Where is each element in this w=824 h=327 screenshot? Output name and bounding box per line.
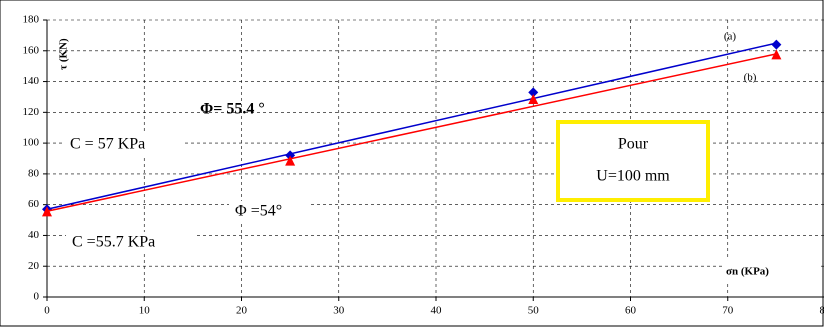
fit-line: [46, 53, 777, 213]
x-tick-label: 10: [139, 305, 151, 317]
x-tick-label: 50: [528, 305, 540, 317]
point: [771, 39, 782, 50]
note-box: [556, 120, 710, 202]
x-tick-label: 80: [820, 305, 824, 317]
y-tick-label: 120: [23, 106, 40, 118]
annotation: C = 57 KPa: [70, 136, 145, 153]
point: [528, 94, 539, 105]
annotation-bg: [64, 134, 182, 156]
point: [285, 155, 296, 166]
annotation: Φ =54°: [235, 203, 282, 220]
y-tick-label: 140: [23, 75, 40, 87]
note-text: Pour: [618, 136, 649, 153]
y-tick-label: 20: [28, 260, 40, 272]
point: [528, 87, 539, 98]
x-axis-label: σn (KPa): [726, 266, 769, 278]
x-tick-label: 20: [236, 305, 248, 317]
y-tick-label: 80: [28, 167, 40, 179]
legend-label: (a): [724, 31, 737, 43]
y-tick-label: 160: [23, 44, 40, 56]
x-tick-label: 70: [722, 305, 734, 317]
fit-line: [46, 42, 777, 211]
y-tick-label: 100: [23, 137, 40, 149]
legend-label: (b): [744, 72, 757, 84]
x-tick-label: 0: [44, 305, 50, 317]
annotation-bg: [229, 201, 309, 223]
note-text: U=100 mm: [596, 168, 670, 185]
x-tick-label: 30: [333, 305, 345, 317]
annotation: C =55.7 KPa: [72, 234, 155, 251]
point: [771, 49, 782, 60]
x-tick-label: 60: [625, 305, 637, 317]
y-tick-label: 180: [23, 14, 40, 26]
point: [42, 206, 52, 217]
x-label-bg: [722, 260, 820, 284]
annotation: Φ= 55.4 °: [200, 101, 265, 118]
y-tick-label: 40: [28, 229, 40, 241]
x-tick-label: 40: [431, 305, 443, 317]
y-axis-label: τ (KN): [58, 38, 70, 70]
y-tick-label: 60: [28, 198, 40, 210]
annotation-bg: [66, 232, 194, 254]
y-tick-label: 0: [34, 291, 40, 303]
